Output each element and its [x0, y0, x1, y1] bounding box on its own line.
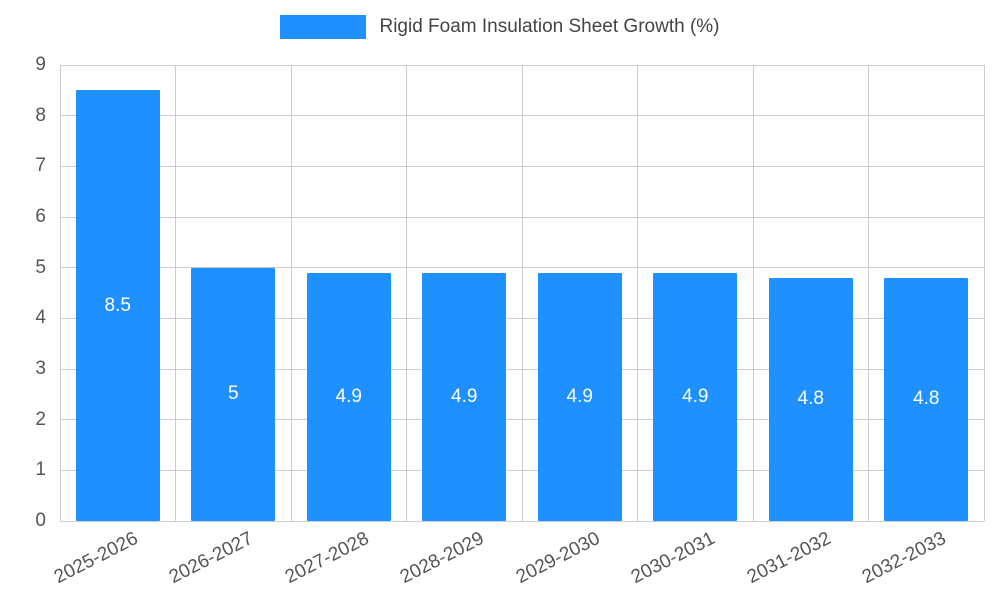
v-gridline — [868, 65, 869, 521]
h-gridline — [60, 267, 984, 269]
y-axis-tick-label: 3 — [35, 358, 46, 379]
h-gridline — [60, 64, 984, 66]
y-axis-tick-label: 6 — [35, 206, 46, 227]
x-axis-tick-label: 2029-2030 — [512, 528, 604, 588]
y-axis-tick-label: 2 — [35, 408, 46, 430]
bar-value-label: 4.8 — [913, 388, 940, 410]
x-axis-tick-label: 2028-2029 — [397, 528, 488, 588]
h-gridline — [60, 165, 984, 167]
bar[interactable] — [653, 272, 738, 521]
x-axis-tick-label: 2030-2031 — [628, 528, 719, 588]
bar[interactable] — [884, 277, 969, 521]
bar-value-label: 4.9 — [451, 385, 478, 407]
v-gridline — [637, 65, 638, 521]
h-gridline — [60, 216, 984, 218]
legend-item[interactable]: Rigid Foam Insulation Sheet Growth (%) — [280, 15, 720, 39]
h-gridline — [60, 469, 984, 471]
bar-value-label: 5 — [227, 383, 239, 405]
bar-value-label: 4.8 — [797, 388, 824, 410]
x-axis-tick-label: 2032-2033 — [859, 528, 950, 588]
y-axis-tick-label: 7 — [35, 155, 46, 177]
h-gridline — [60, 368, 984, 370]
bar[interactable] — [75, 90, 160, 521]
bar-value-label: 8.5 — [104, 294, 131, 316]
x-axis-tick-label: 2026-2027 — [166, 528, 257, 588]
legend-swatch-icon — [280, 15, 367, 39]
x-axis-tick-label: 2027-2028 — [281, 528, 373, 588]
h-gridline — [60, 317, 984, 319]
v-gridline — [59, 65, 61, 521]
y-axis-tick-label: 9 — [35, 54, 46, 75]
v-gridline — [290, 65, 292, 521]
chart-legend: Rigid Foam Insulation Sheet Growth (%) — [0, 13, 1000, 41]
v-gridline — [983, 65, 985, 521]
bar[interactable] — [422, 272, 507, 521]
bar[interactable] — [191, 267, 276, 521]
legend-label: Rigid Foam Insulation Sheet Growth (%) — [379, 16, 720, 37]
bar[interactable] — [768, 277, 853, 521]
y-axis-tick-label: 5 — [35, 256, 46, 278]
bar[interactable] — [306, 272, 391, 521]
bar-value-label: 4.9 — [335, 385, 362, 407]
y-axis-tick-label: 4 — [35, 307, 46, 329]
bar-value-label: 4.9 — [566, 385, 593, 407]
y-axis-tick-label: 0 — [35, 510, 46, 531]
v-gridline — [752, 65, 754, 521]
h-gridline — [60, 115, 984, 117]
h-gridline — [60, 419, 984, 421]
v-gridline — [406, 65, 407, 521]
x-axis-tick-label: 2031-2032 — [743, 528, 835, 588]
y-axis-tick-label: 1 — [35, 459, 46, 481]
v-gridline — [521, 65, 523, 521]
bar-value-label: 4.9 — [682, 385, 709, 407]
v-gridline — [175, 65, 176, 521]
bar[interactable] — [537, 272, 622, 521]
h-gridline — [60, 520, 984, 522]
y-axis-tick-label: 8 — [35, 104, 46, 126]
x-axis-tick-label: 2025-2026 — [50, 528, 142, 588]
